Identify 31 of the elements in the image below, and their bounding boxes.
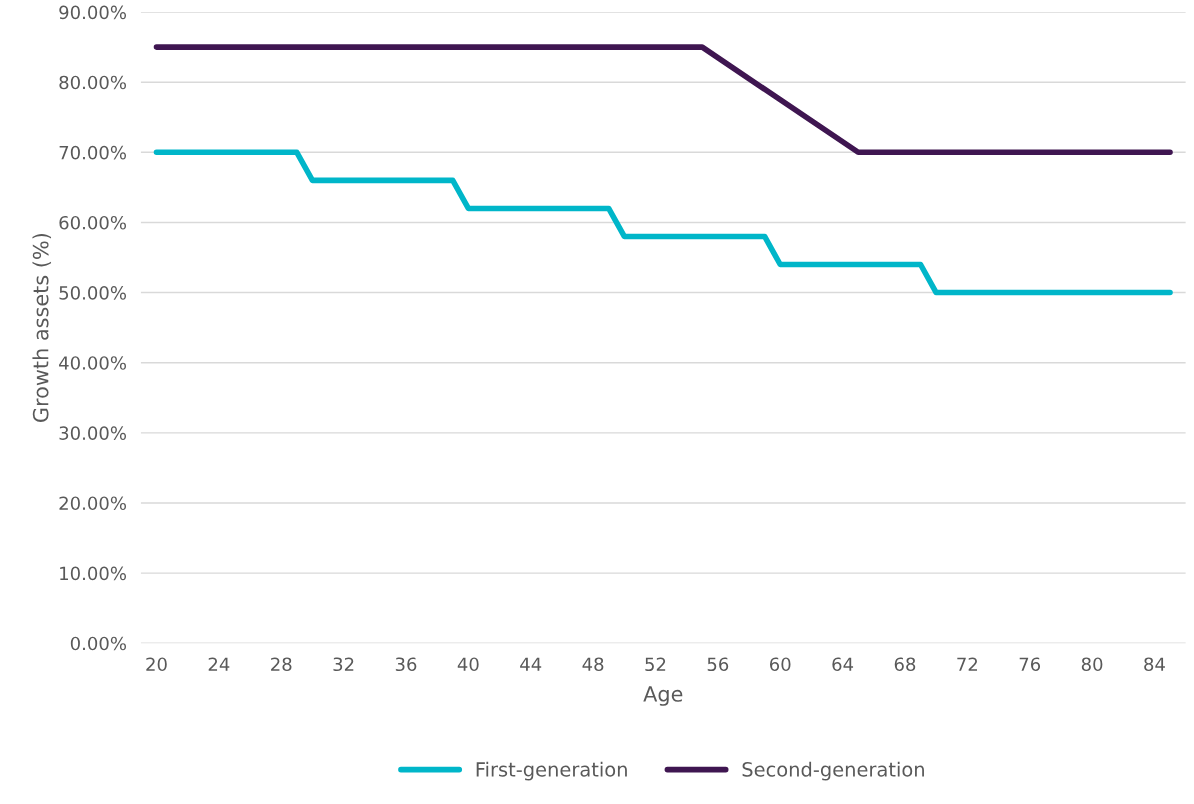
x-tick-label: 48 [582,657,604,672]
x-tick-label: 72 [957,657,978,671]
x-tick-label: 44 [520,657,542,671]
y-tick-label: 90.00% [59,5,127,20]
x-axis-title: Age [643,686,683,706]
x-tick-label: 52 [645,657,666,672]
x-tick-label: 68 [894,657,916,672]
x-tick-label: 56 [707,657,729,672]
x-tick-label: 60 [769,657,791,672]
x-tick-label: 40 [457,657,479,672]
x-tick-label: 28 [271,657,292,672]
y-tick-label: 0.00% [70,636,127,651]
x-tick-label: 24 [208,657,230,671]
y-axis-title: Growth assets (%) [32,233,52,422]
y-tick-label: 70.00% [59,145,127,160]
y-tick-label: 10.00% [60,566,127,581]
legend-label: Second-generation [742,761,924,781]
y-tick-label: 50.00% [59,286,127,300]
x-tick-label: 80 [1081,657,1103,672]
x-tick-label: 84 [1144,657,1165,672]
y-tick-label: 60.00% [59,215,127,230]
x-tick-label: 76 [1019,657,1041,672]
x-tick-label: 20 [146,657,167,672]
y-tick-label: 20.00% [59,496,127,511]
y-tick-label: 30.00% [59,426,127,440]
x-tick-label: 36 [395,657,417,672]
y-tick-label: 40.00% [59,356,127,370]
y-tick-label: 80.00% [59,75,127,90]
legend-label: First-generation [476,761,627,781]
x-tick-label: 32 [333,657,354,672]
x-tick-label: 64 [832,657,854,672]
